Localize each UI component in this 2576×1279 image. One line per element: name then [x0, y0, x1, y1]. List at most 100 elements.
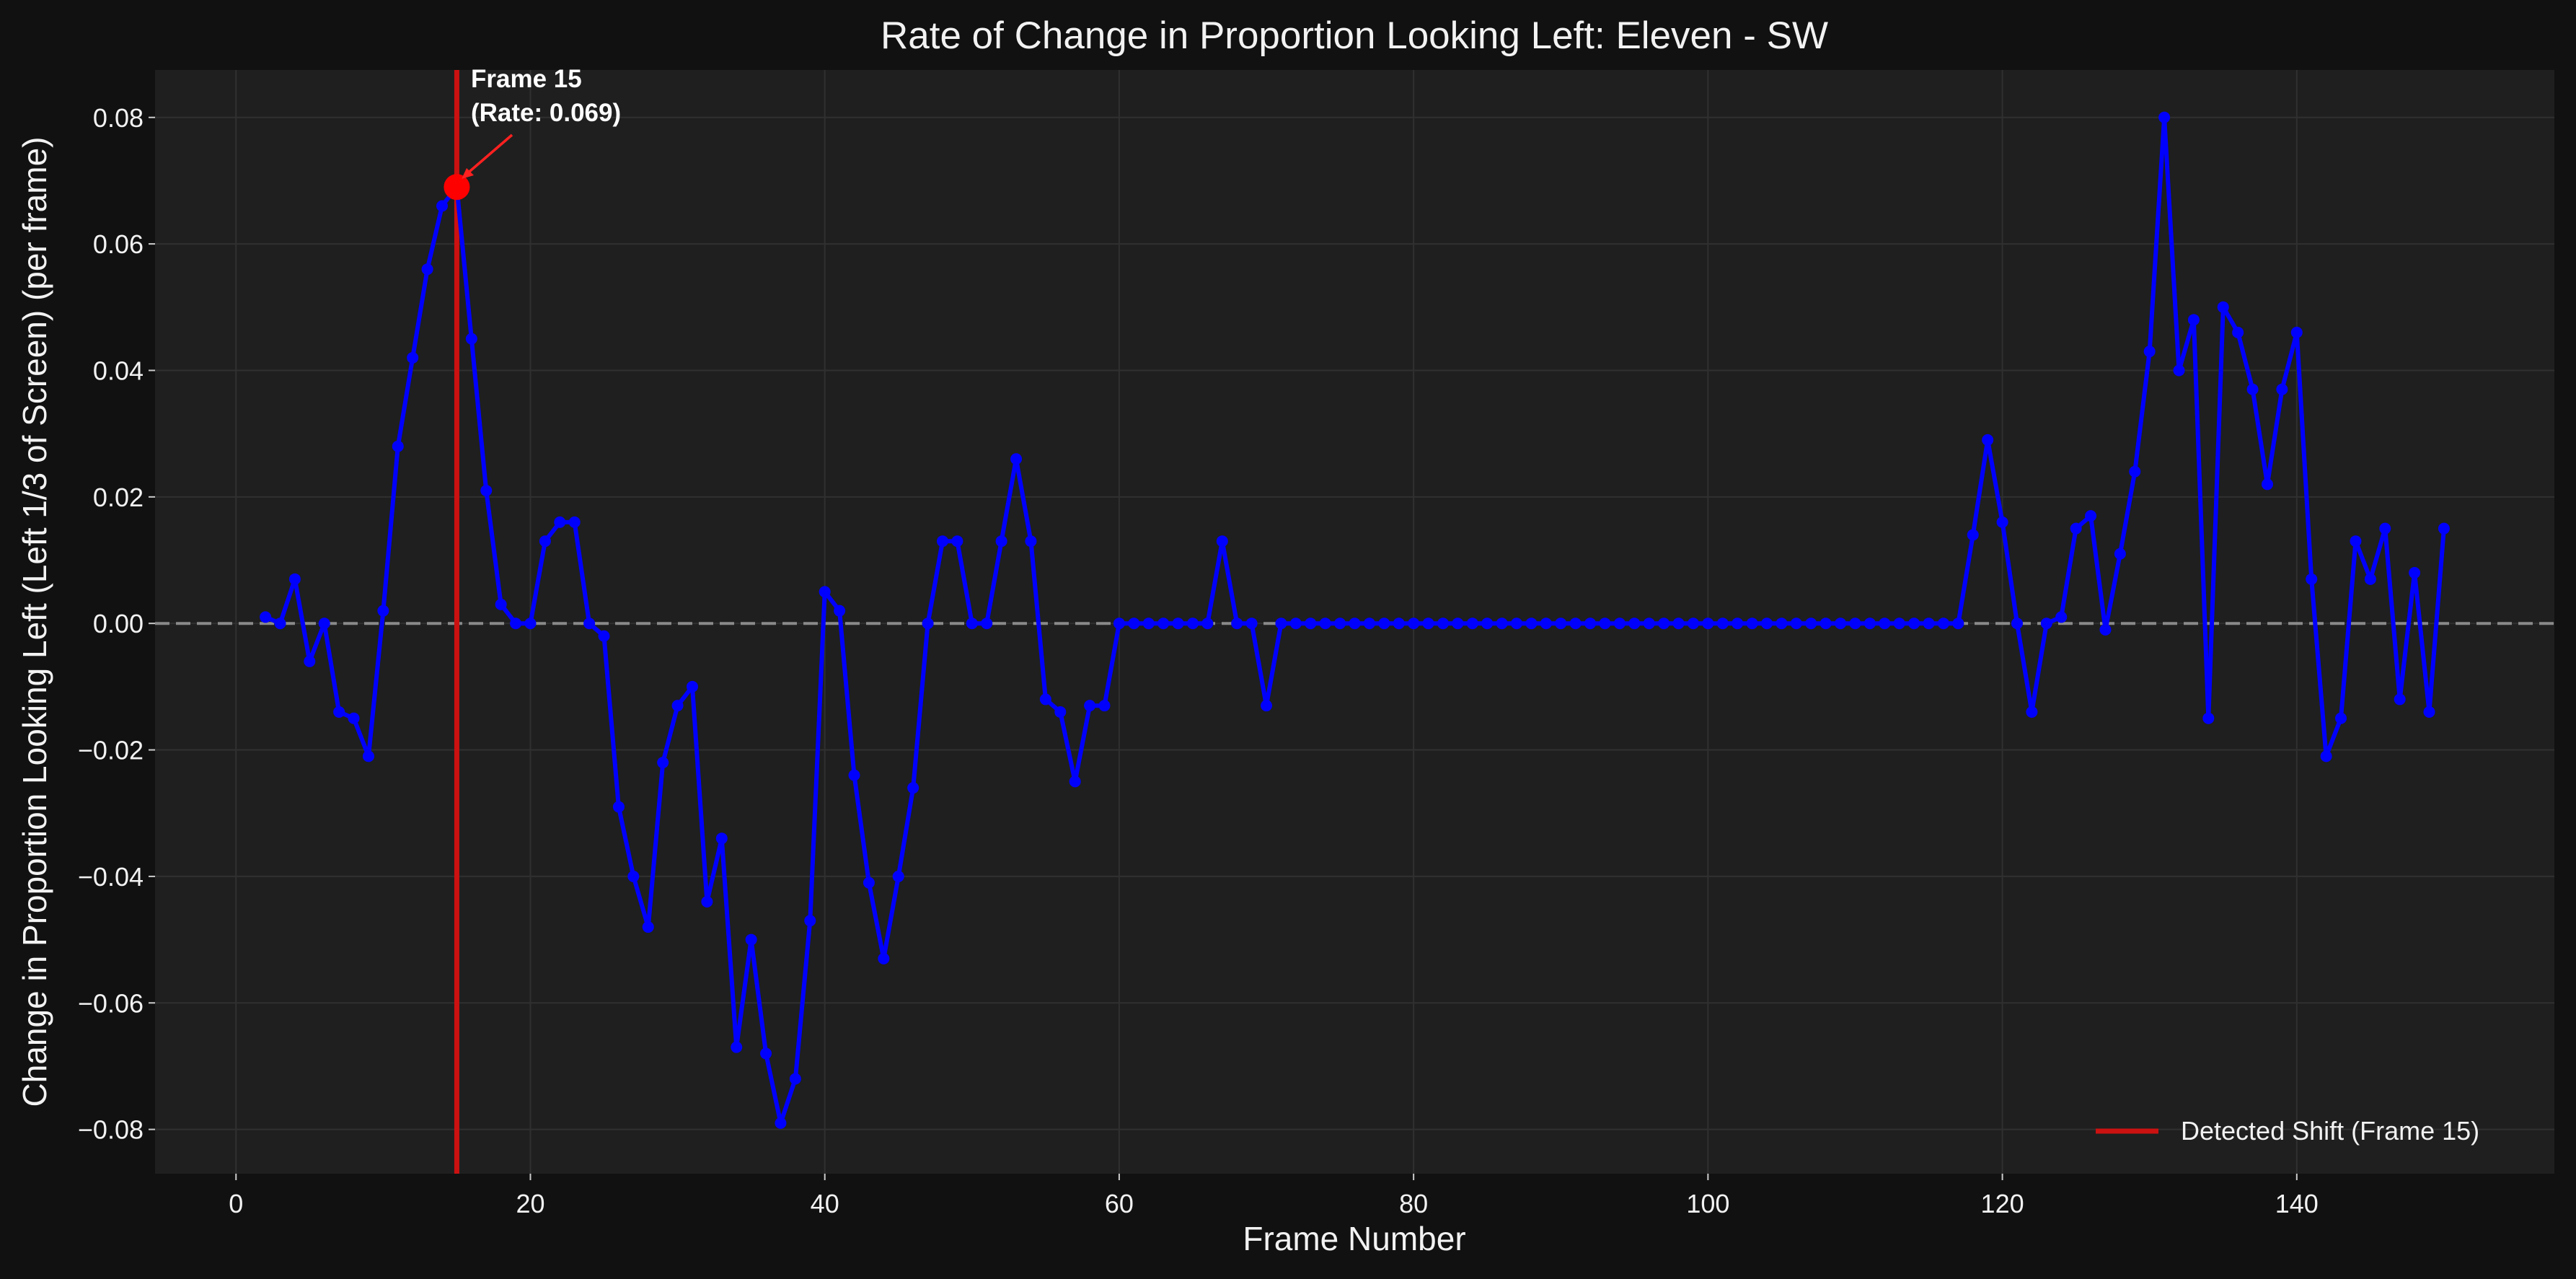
data-point: [407, 351, 419, 364]
data-point: [819, 586, 831, 598]
data-point: [1923, 617, 1935, 630]
y-tick-label: 0.00: [93, 609, 144, 638]
data-point: [1761, 617, 1773, 630]
data-point: [1732, 617, 1744, 630]
data-point: [554, 516, 566, 528]
data-point: [333, 706, 345, 718]
data-point: [701, 895, 713, 907]
data-point: [2217, 301, 2229, 313]
data-point: [1525, 617, 1538, 630]
data-point: [2290, 326, 2303, 338]
data-point: [2085, 510, 2097, 522]
data-point: [2423, 706, 2435, 718]
data-point: [1628, 617, 1641, 630]
data-point: [745, 933, 757, 946]
y-tick-label: 0.08: [93, 103, 144, 133]
data-point: [1201, 617, 1214, 630]
data-point: [2364, 573, 2376, 585]
annotation-arrow-head: [462, 168, 474, 179]
data-point: [1084, 700, 1096, 712]
data-point: [2202, 712, 2215, 724]
data-point: [1378, 617, 1390, 630]
data-point: [1908, 617, 1920, 630]
y-tick-label: 0.06: [93, 229, 144, 259]
data-point: [2394, 693, 2406, 706]
data-point: [568, 516, 581, 528]
data-point: [1098, 700, 1111, 712]
data-point: [1702, 617, 1714, 630]
data-point: [878, 952, 890, 964]
data-point: [2143, 346, 2156, 358]
data-point: [1422, 617, 1434, 630]
data-point: [1128, 617, 1140, 630]
data-point: [2409, 567, 2421, 579]
data-point: [715, 832, 728, 845]
data-point: [465, 333, 477, 345]
data-point: [1305, 617, 1317, 630]
data-point: [1319, 617, 1331, 630]
data-point: [1245, 617, 1258, 630]
data-point: [2306, 573, 2318, 585]
data-point: [863, 876, 875, 889]
data-point: [1496, 617, 1508, 630]
data-point: [775, 1117, 787, 1129]
data-point: [1113, 617, 1125, 630]
data-point: [495, 598, 507, 610]
x-tick-label: 0: [229, 1189, 243, 1218]
data-point: [1349, 617, 1361, 630]
data-point: [2040, 617, 2052, 630]
x-tick-label: 60: [1105, 1189, 1134, 1218]
data-point: [1481, 617, 1494, 630]
x-tick-label: 20: [516, 1189, 544, 1218]
data-point: [1437, 617, 1449, 630]
data-point: [995, 535, 1007, 548]
y-tick-label: 0.02: [93, 483, 144, 512]
x-tick-label: 140: [2275, 1189, 2319, 1218]
data-point: [1069, 775, 1081, 788]
data-point: [789, 1073, 801, 1085]
data-point: [1672, 617, 1685, 630]
data-point: [2187, 314, 2200, 326]
data-point: [922, 617, 934, 630]
data-point: [1408, 617, 1420, 630]
data-point: [1790, 617, 1802, 630]
y-tick-label: −0.02: [78, 736, 144, 765]
data-point: [1540, 617, 1552, 630]
y-axis-label: Change in Proportion Looking Left (Left …: [16, 137, 53, 1107]
data-point: [1275, 617, 1287, 630]
data-point: [583, 617, 596, 630]
data-point: [1952, 617, 1964, 630]
data-point: [907, 782, 919, 794]
peak-annotation: Frame 15 (Rate: 0.069): [462, 65, 621, 179]
data-point: [1289, 617, 1302, 630]
data-point: [1466, 617, 1478, 630]
series-group: [260, 111, 2450, 1129]
data-point: [288, 573, 301, 585]
data-point: [1261, 700, 1273, 712]
peak-highlight-marker: [444, 174, 470, 201]
data-point: [2114, 548, 2126, 560]
data-point: [1863, 617, 1876, 630]
data-point: [2070, 522, 2082, 535]
data-point: [2158, 111, 2171, 123]
data-point: [2246, 383, 2259, 395]
data-point: [2011, 617, 2023, 630]
x-tick-label: 120: [1981, 1189, 2024, 1218]
data-point: [1172, 617, 1184, 630]
data-point: [1879, 617, 1891, 630]
data-point: [2261, 478, 2273, 491]
data-point: [1643, 617, 1655, 630]
annotation-arrow-shaft: [464, 133, 513, 177]
data-point: [524, 617, 537, 630]
data-point: [1186, 617, 1199, 630]
highlight-group: [444, 174, 470, 201]
data-point: [348, 712, 360, 724]
data-point: [1584, 617, 1597, 630]
data-point: [2379, 522, 2391, 535]
data-point: [1555, 617, 1567, 630]
data-point: [2232, 326, 2244, 338]
data-point: [1937, 617, 1949, 630]
y-tick-label: −0.06: [78, 988, 144, 1018]
data-point: [642, 921, 654, 933]
data-point: [1716, 617, 1729, 630]
